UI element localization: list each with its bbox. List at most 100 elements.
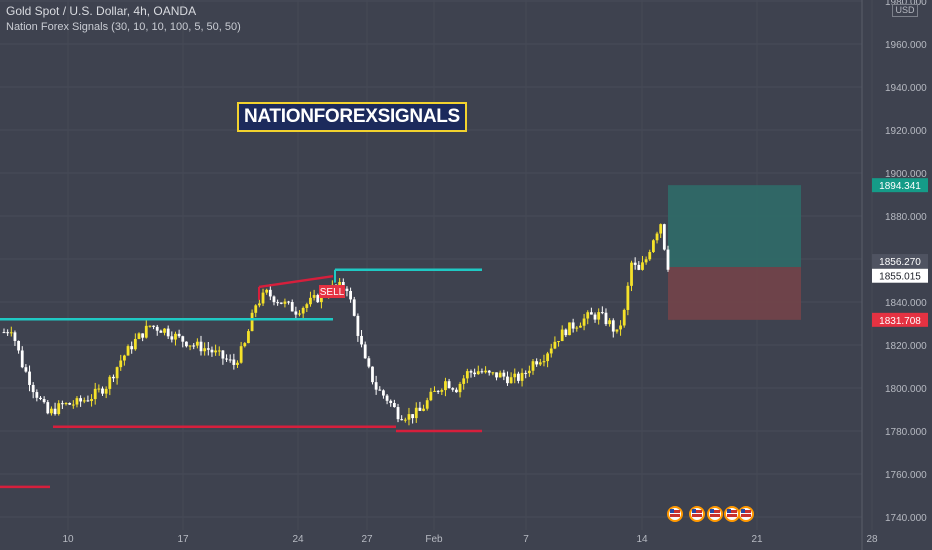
candle-body	[433, 390, 436, 392]
candle-body	[2, 332, 6, 334]
candle-body	[13, 332, 17, 341]
candle-body	[560, 329, 564, 342]
candle-body	[422, 408, 425, 411]
candle-body	[549, 348, 553, 354]
candle-body	[407, 414, 411, 420]
candle-body	[425, 400, 429, 409]
x-tick-label: 17	[177, 534, 189, 545]
candle-body	[254, 305, 258, 313]
candle-body	[159, 330, 163, 333]
candle-body	[221, 350, 225, 359]
candle-body	[316, 295, 320, 303]
candle-body	[531, 361, 535, 371]
x-tick-label: Feb	[425, 534, 443, 545]
take-profit-tag	[872, 178, 928, 193]
candle-body	[97, 388, 101, 390]
event-flag-icon	[692, 510, 702, 513]
candle-body	[480, 371, 484, 373]
candle-body	[396, 407, 400, 420]
event-flag-icon	[710, 510, 720, 513]
candle-body	[469, 371, 473, 373]
candle-body	[177, 333, 181, 337]
event-flag-icon	[710, 514, 720, 517]
candle-body	[440, 390, 444, 392]
candle-body	[622, 309, 626, 326]
candle-body	[666, 249, 670, 270]
candle-body	[50, 408, 53, 414]
candle-body	[101, 388, 104, 394]
candle-body	[374, 382, 378, 390]
candle-body	[345, 288, 349, 291]
event-flag-icon	[670, 510, 680, 513]
candle-body	[491, 372, 495, 374]
y-tick-label: 1920.000	[885, 126, 927, 137]
candle-body	[287, 301, 290, 303]
candle-body	[39, 397, 42, 400]
candle-body	[148, 325, 152, 327]
x-tick-label: 28	[866, 534, 878, 545]
candle-body	[655, 233, 659, 241]
candle-body	[126, 346, 130, 356]
candle-body	[506, 376, 509, 384]
candle-body	[411, 414, 415, 419]
candle-body	[363, 344, 367, 359]
sell-marker	[319, 285, 345, 298]
x-tick-label: 27	[361, 534, 373, 545]
candle-body	[31, 384, 35, 393]
candle-body	[294, 311, 298, 315]
candle-body	[389, 400, 393, 404]
candle-body	[195, 341, 199, 346]
candle-body	[185, 341, 188, 347]
candle-body	[272, 296, 276, 303]
candle-body	[641, 262, 644, 270]
candle-body	[17, 340, 20, 351]
candle-body	[305, 304, 309, 308]
candle-body	[392, 403, 396, 408]
candle-body	[60, 403, 64, 405]
candle-body	[232, 359, 236, 365]
candle-body	[659, 224, 663, 234]
candle-body	[597, 312, 601, 320]
candle-body	[484, 370, 487, 373]
candle-body	[268, 289, 272, 297]
candle-body	[513, 373, 517, 378]
candle-body	[122, 355, 126, 361]
stop-loss-zone	[668, 267, 801, 320]
candle-body	[203, 348, 207, 352]
candle-body	[137, 333, 141, 339]
candle-body	[166, 328, 170, 337]
y-tick-label: 1940.000	[885, 83, 927, 94]
stop-loss-tag	[872, 312, 928, 327]
candle-body	[225, 358, 228, 360]
candle-body	[188, 345, 192, 347]
current-price-tag-label: 1855.015	[879, 272, 921, 283]
y-tick-label: 1880.000	[885, 212, 927, 223]
candle-body	[24, 367, 28, 372]
candle-body	[571, 322, 575, 329]
candle-body	[589, 312, 593, 315]
candle-body	[312, 295, 316, 298]
candle-body	[414, 407, 418, 419]
currency-badge[interactable]: USD	[892, 4, 918, 17]
candle-body	[615, 329, 619, 332]
candle-body	[290, 301, 294, 312]
event-flag-icon	[692, 509, 696, 513]
candle-body	[403, 419, 407, 421]
candle-body	[367, 358, 371, 367]
candle-body	[465, 371, 469, 379]
candle-body	[228, 359, 232, 361]
candle-body	[206, 348, 210, 350]
y-tick-label: 1960.000	[885, 40, 927, 51]
candle-body	[568, 322, 571, 336]
candle-body	[502, 372, 506, 377]
chart-title: Gold Spot / U.S. Dollar, 4h, OANDA	[6, 4, 197, 18]
candle-body	[217, 350, 221, 352]
candle-body	[498, 372, 502, 378]
event-flag-icon	[710, 509, 714, 513]
candle-body	[90, 399, 93, 402]
candle-body	[630, 262, 633, 286]
candle-body	[586, 312, 590, 319]
candle-body	[593, 314, 597, 320]
candle-body	[648, 252, 652, 260]
